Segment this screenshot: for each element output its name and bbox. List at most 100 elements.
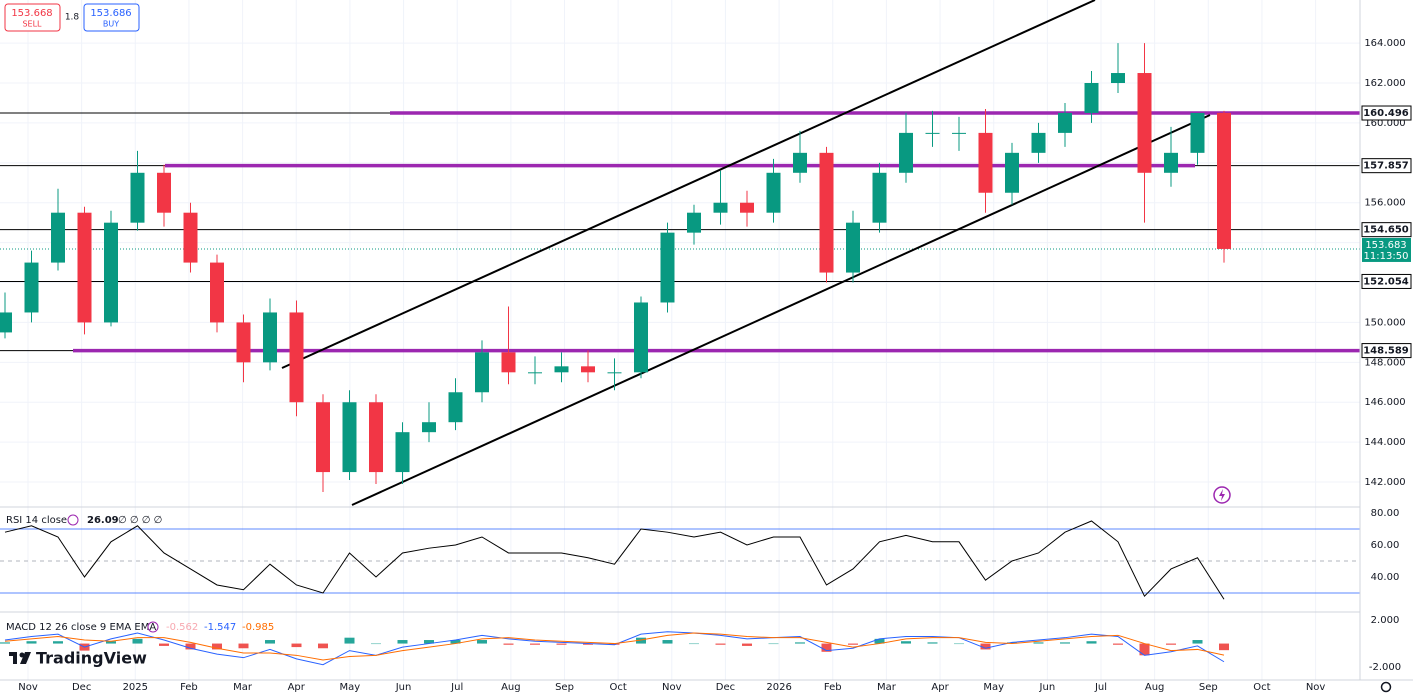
alert-icon[interactable] xyxy=(1213,486,1231,504)
candle-body xyxy=(793,152,807,173)
y-tick-label: 162.000 xyxy=(1364,78,1405,89)
sell-button[interactable] xyxy=(4,3,61,32)
macd-legend: MACD 12 26 close 9 EMA EMA -0.562 -1.547… xyxy=(6,621,274,633)
candle-body xyxy=(528,372,542,374)
macd-title: MACD 12 26 close 9 EMA EMA xyxy=(6,622,156,633)
grid xyxy=(0,0,1360,680)
x-tick-label: Feb xyxy=(180,682,198,693)
y-tick-label: 164.000 xyxy=(1364,38,1405,49)
y-tick-label: 146.000 xyxy=(1364,397,1405,408)
trend-lines xyxy=(281,0,1211,506)
candle-body xyxy=(1164,152,1178,173)
level-label-box xyxy=(1361,273,1412,289)
candle-body xyxy=(316,402,330,473)
macd-histogram-bar xyxy=(53,641,63,644)
candle-body xyxy=(872,172,887,223)
y-tick-label: 160.000 xyxy=(1364,118,1405,129)
macd-histogram-bar xyxy=(1033,642,1044,644)
macd-histogram-bar xyxy=(477,640,487,644)
level-label: 157.857 xyxy=(1363,161,1409,172)
macd-histogram-bar xyxy=(609,643,620,645)
macd-histogram-bar xyxy=(159,643,169,646)
candle-body xyxy=(501,352,516,373)
trade-panel[interactable]: 153.668 SELL 1.8 153.686 BUY xyxy=(4,3,140,32)
level-label: 154.650 xyxy=(1363,225,1409,236)
candle-body xyxy=(1111,73,1125,84)
x-tick-label: Jun xyxy=(395,682,412,693)
candle-body xyxy=(422,422,436,433)
axes: Nov Dec 2025 Feb Mar Apr May Jun Jul Aug Sep Oct Nov… xyxy=(18,38,1412,693)
gear[interactable] xyxy=(1380,681,1392,693)
macd-histogram-bar xyxy=(662,640,673,644)
x-tick-label: Sep xyxy=(555,682,574,693)
macd-histogram-bar xyxy=(927,642,938,644)
candle-body xyxy=(395,432,410,473)
macd-histogram-bar xyxy=(344,637,355,644)
candle-body xyxy=(687,212,701,233)
candle-body xyxy=(77,212,92,323)
macd-histogram-bar xyxy=(530,643,540,645)
macd-histogram-bar xyxy=(715,643,726,645)
level-label: 152.054 xyxy=(1363,276,1409,287)
candle-body xyxy=(1084,83,1099,113)
macd-hist-value: -0.562 xyxy=(166,622,198,633)
candle-body xyxy=(24,262,39,313)
candle-body xyxy=(952,132,966,134)
candle-body xyxy=(1058,112,1072,133)
x-tick-label: 2026 xyxy=(766,682,791,693)
candle-body xyxy=(846,222,860,273)
buy-button[interactable] xyxy=(83,3,140,32)
candle-body xyxy=(210,262,224,323)
x-tick-label: 2025 xyxy=(123,682,148,693)
settings-icon[interactable] xyxy=(67,514,79,526)
alert-circle[interactable] xyxy=(1213,486,1231,504)
settings-icon[interactable] xyxy=(147,621,159,633)
level-label: 160.496 xyxy=(1363,108,1409,119)
y-tick-label: 2.000 xyxy=(1371,615,1400,626)
candle-body xyxy=(448,392,463,423)
channel-lower xyxy=(351,114,1211,506)
settings-gear[interactable] xyxy=(1380,681,1392,693)
candle-body xyxy=(766,172,781,213)
buy-label: BUY xyxy=(103,20,119,29)
candle-body xyxy=(1031,132,1046,153)
x-tick-label: Oct xyxy=(610,682,627,693)
candle-body xyxy=(104,222,118,323)
macd-line xyxy=(4,631,1225,666)
y-tick-label: 142.000 xyxy=(1364,477,1405,488)
macd-histogram-bar xyxy=(265,640,275,644)
macd-histogram-bar xyxy=(795,642,805,644)
level-label-box xyxy=(1361,343,1412,359)
y-tick-label: -2.000 xyxy=(1369,662,1401,673)
x-tick-label: Dec xyxy=(72,682,91,693)
x-tick-label: Mar xyxy=(877,682,897,693)
x-tick-label: Jun xyxy=(1039,682,1056,693)
macd-histogram-bar xyxy=(238,643,249,649)
candle-body xyxy=(342,402,357,473)
y-tick-label: 150.000 xyxy=(1364,317,1405,328)
logo: TradingView xyxy=(9,649,147,668)
candle-body xyxy=(978,132,993,193)
macd-value: -1.547 xyxy=(204,622,236,633)
rsi-legend: RSI 14 close 26.09 ∅ ∅ ∅ ∅ xyxy=(6,514,162,526)
macd-histogram-bar xyxy=(901,641,911,644)
level-label-box xyxy=(1361,222,1412,238)
y-tick-label: 80.00 xyxy=(1371,508,1400,519)
candle-body xyxy=(369,402,383,473)
macd-signal-value: -0.985 xyxy=(242,622,274,633)
candle-body xyxy=(1190,112,1205,153)
candle-body xyxy=(157,172,171,213)
candle-body xyxy=(263,312,277,363)
macd-histogram-bar xyxy=(768,643,779,645)
macd-histogram-bar xyxy=(742,643,752,646)
macd-histogram-bar xyxy=(1007,642,1017,644)
sell-label: SELL xyxy=(22,20,42,29)
last-price-box xyxy=(1362,237,1411,262)
x-tick-label: May xyxy=(340,682,361,693)
level-label-box xyxy=(1361,158,1412,174)
marks xyxy=(0,43,1231,666)
level-label: 148.589 xyxy=(1363,346,1409,357)
candle-body xyxy=(236,322,251,363)
macd-histogram-bar xyxy=(1192,640,1203,644)
